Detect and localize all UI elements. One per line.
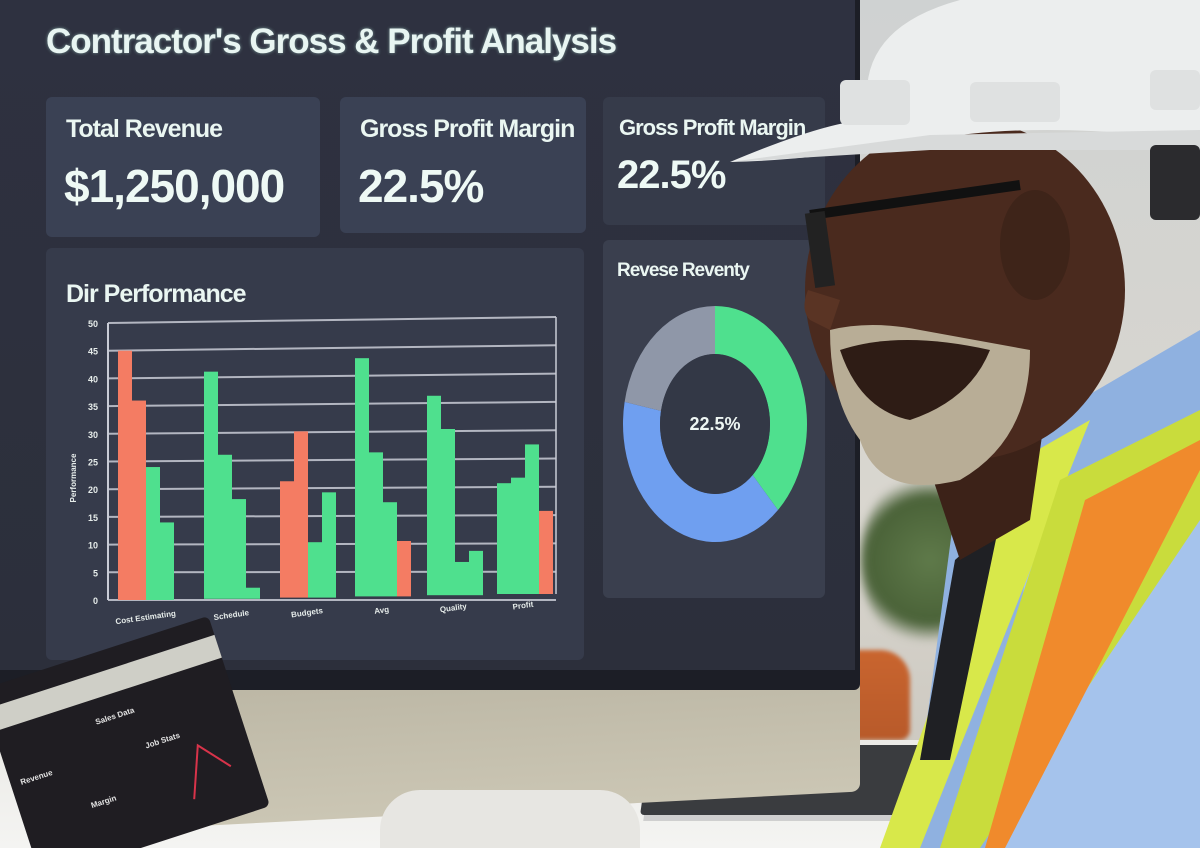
x-tick-label: Avg: [374, 605, 390, 616]
donut-chart: 22.5%: [623, 306, 807, 542]
gridline: [107, 316, 557, 324]
bar[interactable]: [369, 452, 383, 597]
bar[interactable]: [204, 371, 218, 599]
bar[interactable]: [383, 502, 397, 597]
donut-slice[interactable]: [623, 401, 778, 542]
bar[interactable]: [232, 499, 246, 599]
bar[interactable]: [441, 429, 455, 596]
gridline: [107, 485, 557, 491]
kpi-label: Gross Profit Margin: [360, 115, 575, 143]
bar[interactable]: [246, 587, 260, 599]
bar[interactable]: [427, 395, 441, 596]
gridline: [107, 457, 557, 463]
laptop-line-chart: [193, 743, 232, 800]
y-axis-label: Performance: [69, 453, 78, 502]
bar[interactable]: [525, 444, 539, 594]
kpi-label: Total Revenue: [66, 115, 223, 143]
y-tick-label: 30: [88, 430, 98, 440]
bar[interactable]: [455, 561, 469, 596]
monitor: Contractor's Gross & Profit Analysis Tot…: [0, 0, 860, 690]
bar[interactable]: [146, 467, 160, 600]
x-tick-label: Cost Estimating: [115, 609, 177, 626]
hard-hat: [730, 0, 1200, 162]
dashboard-title: Contractor's Gross & Profit Analysis: [46, 22, 617, 61]
kpi-card-total-revenue[interactable]: Total Revenue $1,250,000: [46, 97, 320, 237]
kpi-card-gross-profit-margin[interactable]: Gross Profit Margin 22.5%: [340, 97, 586, 233]
y-tick-label: 50: [88, 319, 98, 329]
laptop: Sales Data Revenue Job Stats Margin: [0, 615, 271, 848]
bar[interactable]: [497, 483, 511, 594]
y-tick-label: 45: [88, 347, 98, 357]
ear: [1000, 190, 1070, 300]
donut-slice[interactable]: [715, 306, 807, 511]
gridline: [107, 372, 557, 380]
monitor-stand: [380, 790, 640, 848]
donut-chart-panel: Revese Reventy 22.5%: [603, 240, 825, 598]
kpi-label: Gross Profit Margin: [619, 115, 806, 140]
x-tick-label: Budgets: [291, 606, 324, 619]
y-tick-label: 35: [88, 402, 98, 412]
gridline: [107, 344, 557, 352]
x-tick-label: Profit: [512, 600, 534, 612]
bar[interactable]: [132, 400, 146, 600]
bar[interactable]: [322, 492, 336, 598]
x-tick-label: Quality: [439, 602, 468, 615]
kpi-value: $1,250,000: [64, 160, 285, 212]
donut-chart-title: Revese Reventy: [617, 260, 750, 281]
y-tick-label: 40: [88, 374, 98, 384]
bar-chart-title: Dir Performance: [66, 280, 247, 308]
kpi-value: 22.5%: [358, 160, 484, 212]
bar[interactable]: [397, 541, 411, 597]
bar[interactable]: [280, 481, 294, 598]
bar-chart: 0 5 10 15 20 25 30 35 40 45 50 Performance Cost Esti…: [69, 316, 557, 626]
bar[interactable]: [118, 350, 132, 600]
y-tick-label: 20: [88, 485, 98, 495]
bar-chart-panel: Dir Performance 0 5 10 15 20 25 30 35 40 45 50 Perf…: [46, 248, 584, 660]
donut-center-label: 22.5%: [689, 414, 740, 434]
kpi-card-gross-profit-margin-2[interactable]: Gross Profit Margin 22.5%: [603, 97, 825, 225]
bar[interactable]: [469, 550, 483, 596]
gridline: [107, 429, 557, 435]
y-tick-label: 25: [88, 458, 98, 468]
dashboard-screen: Contractor's Gross & Profit Analysis Tot…: [0, 0, 855, 670]
y-tick-label: 15: [88, 513, 98, 523]
construction-worker: [730, 0, 1200, 848]
donut-slice[interactable]: [624, 306, 715, 411]
bar[interactable]: [160, 522, 174, 600]
bar[interactable]: [539, 510, 553, 594]
gridline: [107, 400, 557, 408]
y-tick-label: 5: [93, 568, 98, 578]
bar[interactable]: [294, 431, 308, 598]
kpi-value: 22.5%: [617, 153, 726, 197]
y-tick-label: 0: [93, 596, 98, 606]
bar[interactable]: [308, 542, 322, 598]
bar[interactable]: [355, 358, 369, 597]
bar[interactable]: [511, 477, 525, 594]
glasses: [809, 180, 1021, 220]
bar[interactable]: [218, 454, 232, 599]
x-tick-label: Schedule: [213, 608, 250, 622]
y-tick-label: 10: [88, 541, 98, 551]
